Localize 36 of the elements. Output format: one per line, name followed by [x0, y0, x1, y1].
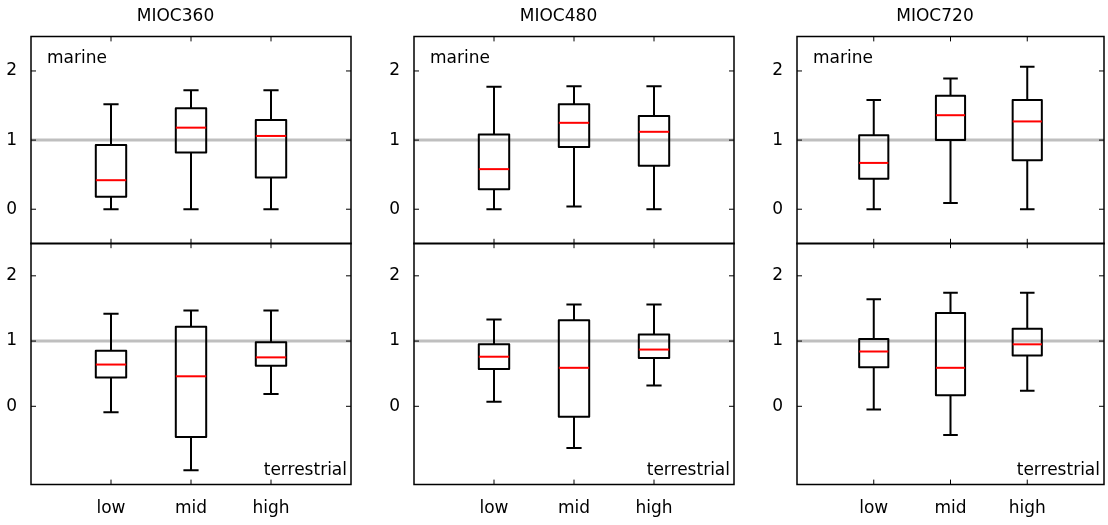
y-tick-label: 0 — [6, 394, 17, 415]
y-tick-label: 2 — [389, 59, 400, 80]
x-tick-label: mid — [174, 497, 208, 518]
annotation: marine — [430, 47, 490, 68]
y-tick-label: 0 — [389, 394, 400, 415]
chart-title: MIOC720 — [896, 4, 974, 25]
x-tick-label: high — [1008, 497, 1046, 518]
x-tick-label: low — [479, 497, 509, 518]
y-tick-label: 2 — [772, 264, 783, 285]
annotation: marine — [47, 47, 107, 68]
y-tick-label: 1 — [6, 329, 17, 350]
annotation: terrestrial — [1016, 458, 1100, 479]
y-tick-label: 2 — [6, 264, 17, 285]
y-tick-label: 0 — [6, 197, 17, 218]
y-tick-label: 0 — [772, 394, 783, 415]
x-tick-label: low — [859, 497, 889, 518]
y-tick-label: 1 — [772, 329, 783, 350]
x-tick-label: low — [96, 497, 126, 518]
y-tick-label: 0 — [389, 197, 400, 218]
y-tick-label: 1 — [389, 128, 400, 149]
y-tick-label: 2 — [6, 59, 17, 80]
y-tick-label: 1 — [772, 128, 783, 149]
y-tick-label: 2 — [389, 264, 400, 285]
annotation: terrestrial — [646, 458, 730, 479]
x-tick-label: mid — [557, 497, 591, 518]
y-tick-label: 2 — [772, 59, 783, 80]
annotation: terrestrial — [263, 458, 347, 479]
chart-title: MIOC360 — [136, 4, 215, 25]
y-tick-label: 1 — [6, 128, 17, 149]
annotation: marine — [813, 47, 873, 68]
y-tick-label: 0 — [772, 197, 783, 218]
x-tick-label: mid — [934, 497, 967, 518]
chart-title: MIOC480 — [519, 4, 598, 25]
x-tick-label: high — [252, 497, 290, 518]
y-tick-label: 1 — [389, 329, 400, 350]
x-tick-label: high — [635, 497, 673, 518]
